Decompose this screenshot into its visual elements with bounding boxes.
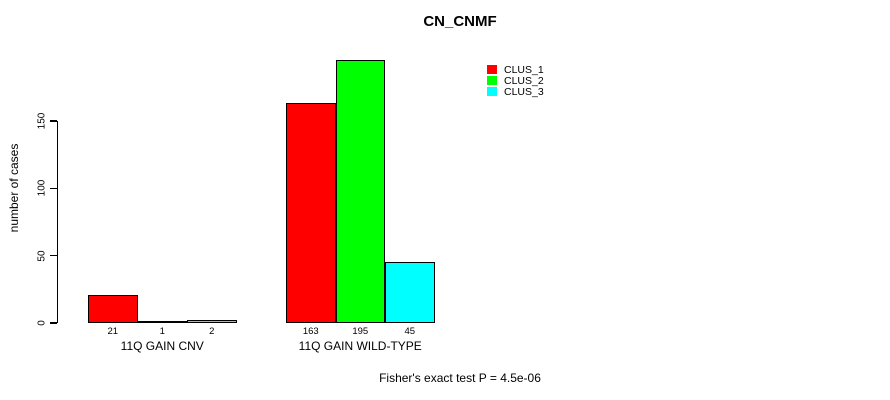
legend-item: CLUS_2 xyxy=(487,74,544,87)
chart-title: CN_CNMF xyxy=(423,13,497,30)
category-label: 11Q GAIN CNV xyxy=(120,339,204,353)
bar-value-label: 195 xyxy=(352,326,369,337)
y-axis-line xyxy=(56,121,58,323)
legend-item: CLUS_3 xyxy=(487,85,544,98)
bar-value-label: 21 xyxy=(107,326,119,337)
chart-bar-clus_3-group1 xyxy=(187,320,237,323)
legend-swatch-icon xyxy=(487,76,497,85)
bar-value-label: 1 xyxy=(159,326,165,337)
y-axis-tick xyxy=(50,322,57,324)
legend-swatch-icon xyxy=(487,65,497,74)
chart-bar-clus_1-group2 xyxy=(286,103,336,323)
legend-label: CLUS_3 xyxy=(504,85,544,98)
chart-bar-clus_2-group1 xyxy=(137,321,187,323)
chart-bar-clus_1-group1 xyxy=(88,294,138,323)
legend: CLUS_1 CLUS_2 CLUS_3 xyxy=(487,63,544,98)
statistical-test-annotation: Fisher's exact test P = 4.5e-06 xyxy=(379,371,541,385)
y-axis-tick xyxy=(50,187,57,190)
y-axis-tick xyxy=(50,120,57,122)
bar-value-label: 2 xyxy=(209,326,215,337)
chart-bar-clus_3-group2 xyxy=(385,262,435,323)
bar-value-label: 163 xyxy=(302,326,319,337)
chart-bar-clus_2-group2 xyxy=(335,60,385,323)
category-label: 11Q GAIN WILD-TYPE xyxy=(298,339,422,353)
y-axis-tick xyxy=(50,254,57,257)
y-axis-tick-label: 100 xyxy=(36,179,48,197)
legend-label: CLUS_1 xyxy=(504,63,544,76)
y-axis-label: number of cases xyxy=(7,143,21,233)
legend-label: CLUS_2 xyxy=(504,74,544,87)
y-axis-tick-label: 150 xyxy=(36,112,48,130)
y-axis-tick-label: 0 xyxy=(36,320,48,326)
legend-swatch-icon xyxy=(487,87,497,96)
legend-item: CLUS_1 xyxy=(487,63,544,76)
y-axis-tick-label: 50 xyxy=(36,250,48,262)
bar-value-label: 45 xyxy=(404,326,416,337)
